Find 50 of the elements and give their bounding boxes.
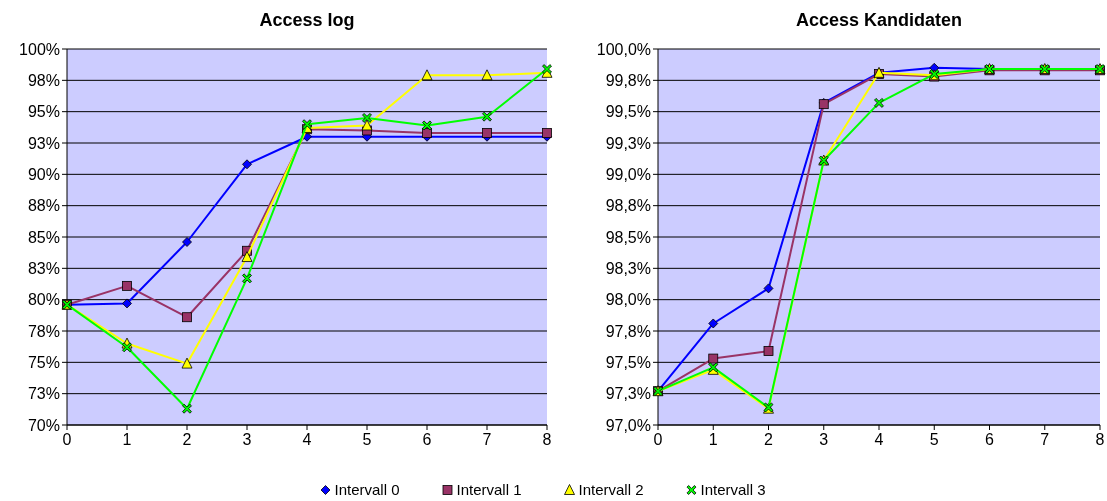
- x-tick-label: 7: [482, 431, 492, 448]
- legend-label: Intervall 3: [700, 481, 766, 499]
- x-tick-label: 4: [874, 431, 884, 448]
- y-tick-label: 98%: [27, 71, 60, 89]
- y-tick-label: 99,0%: [605, 165, 651, 183]
- chart-title: Access log: [259, 10, 355, 30]
- legend-label: Intervall 2: [578, 481, 644, 499]
- y-tick-label: 97,5%: [605, 353, 651, 371]
- y-tick-label: 98,8%: [605, 197, 651, 215]
- y-tick-label: 99,3%: [605, 134, 651, 152]
- x-tick-label: 1: [122, 431, 132, 448]
- y-tick-label: 83%: [27, 259, 60, 277]
- y-tick-label: 98,3%: [605, 259, 651, 277]
- x-tick-label: 8: [1095, 431, 1105, 448]
- y-tick-label: 90%: [27, 165, 60, 183]
- x-tick-label: 8: [542, 431, 552, 448]
- x-tick-label: 7: [1040, 431, 1050, 448]
- y-tick-label: 97,8%: [605, 322, 651, 340]
- x-tick-label: 0: [62, 431, 72, 448]
- x-tick-label: 6: [985, 431, 995, 448]
- y-tick-label: 93%: [27, 134, 60, 152]
- y-tick-label: 78%: [27, 322, 60, 340]
- chart-title: Access Kandidaten: [795, 10, 963, 30]
- y-tick-label: 98,5%: [605, 228, 651, 246]
- x-tick-label: 6: [422, 431, 432, 448]
- y-tick-label: 100%: [19, 40, 60, 58]
- legend-label: Intervall 1: [456, 481, 522, 499]
- y-tick-label: 85%: [27, 228, 60, 246]
- legend-label: Intervall 0: [334, 481, 400, 499]
- x-tick-label: 2: [182, 431, 192, 448]
- x-tick-label: 1: [708, 431, 718, 448]
- x-tick-label: 3: [242, 431, 252, 448]
- y-tick-label: 75%: [27, 353, 60, 371]
- y-tick-label: 98,0%: [605, 291, 651, 309]
- y-tick-label: 99,8%: [605, 71, 651, 89]
- y-tick-label: 100,0%: [596, 40, 651, 58]
- x-tick-label: 5: [362, 431, 372, 448]
- x-tick-label: 2: [764, 431, 774, 448]
- y-tick-label: 95%: [27, 103, 60, 121]
- y-tick-label: 99,5%: [605, 103, 651, 121]
- y-tick-label: 97,0%: [605, 416, 651, 434]
- x-tick-label: 4: [302, 431, 312, 448]
- x-tick-label: 3: [819, 431, 829, 448]
- y-tick-label: 73%: [27, 385, 60, 403]
- x-tick-label: 5: [929, 431, 939, 448]
- y-tick-label: 70%: [27, 416, 60, 434]
- y-tick-label: 80%: [27, 291, 60, 309]
- x-tick-label: 0: [653, 431, 663, 448]
- y-tick-label: 88%: [27, 197, 60, 215]
- y-tick-label: 97,3%: [605, 385, 651, 403]
